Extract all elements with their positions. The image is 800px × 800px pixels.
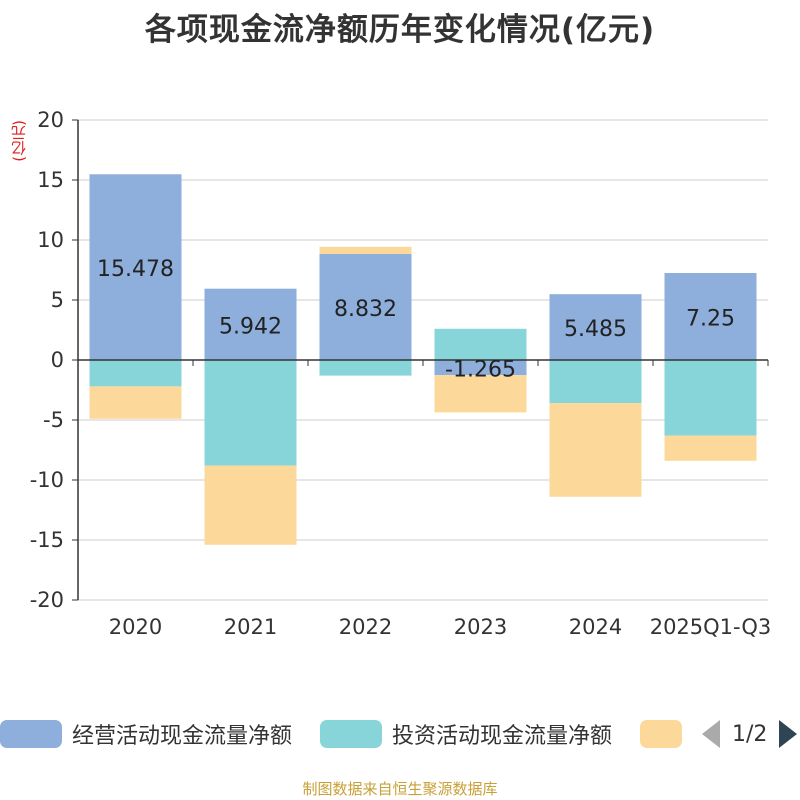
x-tick-label: 2025Q1-Q3: [650, 615, 772, 639]
x-tick-label: 2023: [454, 615, 507, 639]
y-tick-label: 10: [37, 228, 64, 252]
data-label: 5.942: [219, 314, 282, 339]
bar-segment: [319, 360, 412, 376]
bar-segment: [319, 254, 412, 360]
bar-segment: [549, 403, 642, 497]
bar-segment: [434, 360, 527, 376]
bar-segment: [319, 246, 412, 255]
legend-label-operating: 经营活动现金流量净额: [72, 724, 293, 749]
y-tick-label: -20: [30, 588, 64, 612]
bar-segment: [204, 288, 297, 360]
bar-segment: [89, 174, 182, 360]
bar-segment: [434, 375, 527, 413]
x-tick-label: 2024: [569, 615, 622, 639]
bar-segment: [204, 465, 297, 545]
data-label: 7.25: [686, 307, 735, 332]
x-tick-label: 2020: [109, 615, 162, 639]
bar-segment: [549, 360, 642, 404]
data-label: 5.485: [564, 317, 627, 342]
bar-chart: 20 15 10 5 0 -5 -10 -15 -20 15.478 5.942 8.832 -1.26…: [30, 108, 772, 639]
x-tick-label: 2022: [339, 615, 392, 639]
bar-segment: [204, 360, 297, 466]
y-tick-label: 5: [51, 288, 64, 312]
bar-segment: [664, 360, 757, 436]
legend-page-indicator: 1/2: [732, 721, 768, 747]
legend-pager: 1/2: [702, 716, 798, 752]
bar-segment: [434, 328, 527, 360]
bar-segment: [549, 294, 642, 360]
data-label: -1.265: [445, 358, 516, 383]
bar-segment: [89, 360, 182, 387]
legend-next-page-icon[interactable]: [779, 720, 798, 748]
x-tick-label: 2021: [224, 615, 277, 639]
data-label: 15.478: [97, 257, 174, 282]
legend-label-investing: 投资活动现金流量净额: [392, 724, 613, 749]
y-tick-label: -15: [30, 528, 64, 552]
y-tick-label: 15: [37, 168, 64, 192]
data-label: 8.832: [334, 297, 397, 322]
legend-prev-page-icon[interactable]: [702, 720, 720, 748]
y-tick-label: -10: [30, 468, 64, 492]
y-tick-label: -5: [43, 408, 64, 432]
bar-segment: [664, 273, 757, 360]
y-tick-label: 20: [37, 108, 64, 132]
legend-swatch-financing: [640, 720, 682, 748]
legend-item-financing[interactable]: [640, 716, 692, 752]
data-source-note: 制图数据来自恒生聚源数据库: [302, 780, 498, 798]
bar-segment: [89, 386, 182, 419]
legend-swatch-investing: [320, 720, 382, 748]
y-tick-label: 0: [51, 348, 64, 372]
legend-item-investing[interactable]: 投资活动现金流量净额: [320, 716, 612, 752]
legend: 经营活动现金流量净额 投资活动现金流量净额 1/2: [0, 716, 800, 756]
legend-item-operating[interactable]: 经营活动现金流量净额: [0, 716, 292, 752]
chart-title: 各项现金流净额历年变化情况(亿元): [144, 12, 656, 48]
legend-swatch-operating: [0, 720, 62, 748]
bar-segment: [664, 435, 757, 461]
